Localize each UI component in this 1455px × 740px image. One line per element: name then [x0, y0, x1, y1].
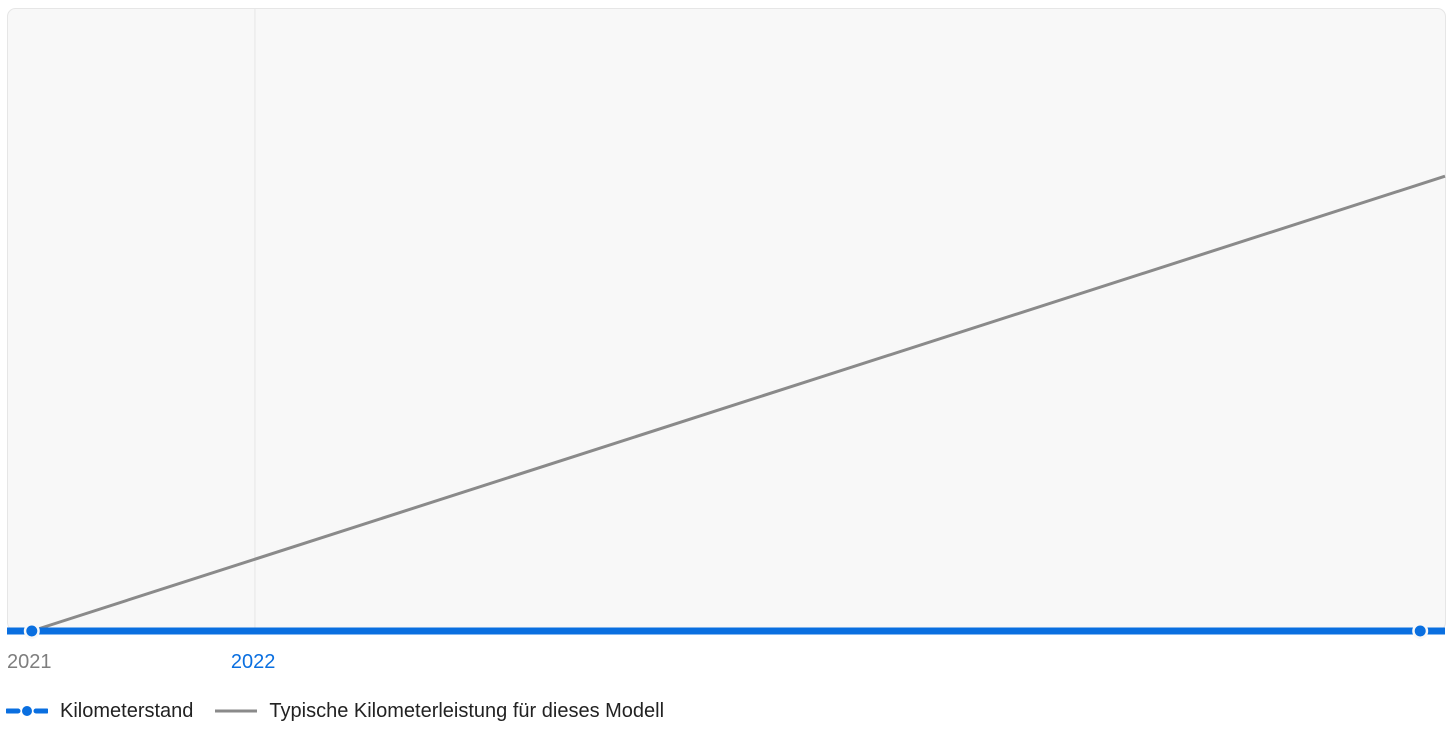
legend-item-kilometerstand[interactable]: Kilometerstand [6, 700, 193, 723]
plot-panel [7, 8, 1446, 631]
tick-layer: 2021 2022 [7, 651, 275, 673]
legend-label-typische-kilometerleistung: Typische Kilometerleistung für dieses Mo… [269, 699, 665, 722]
data-point-kilometerstand-0 [26, 625, 38, 637]
data-point-kilometerstand-1 [1414, 625, 1426, 637]
series-line-typische-kilometerleistung [31, 174, 1446, 633]
chart-legend: Kilometerstand Typische Kilometerleistun… [6, 698, 664, 724]
legend-label-kilometerstand: Kilometerstand [60, 699, 194, 722]
x-tick-label-2021: 2021 [7, 651, 52, 673]
legend-swatch-typische-kilometerleistung [215, 709, 258, 713]
legend-swatch-kilometerstand [6, 706, 48, 716]
marker-layer [23, 623, 1429, 639]
x-tick-label-2022: 2022 [231, 651, 276, 673]
series-layer [7, 174, 1446, 635]
legend-item-typische-kilometerleistung[interactable]: Typische Kilometerleistung für dieses Mo… [215, 700, 664, 723]
